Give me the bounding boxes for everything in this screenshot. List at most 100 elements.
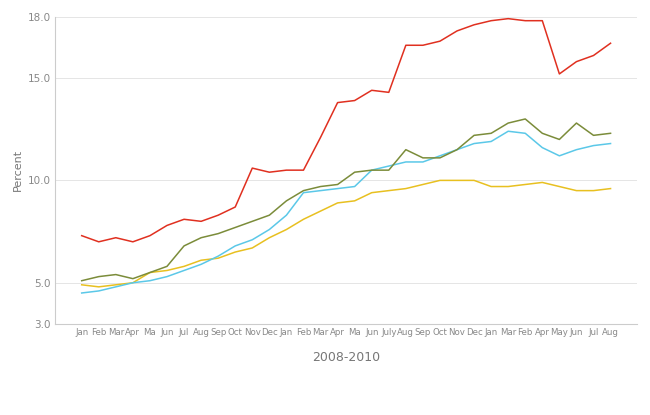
US bbox=[402, 186, 410, 191]
Florida bbox=[129, 280, 136, 285]
Flagler bbox=[488, 18, 495, 23]
US bbox=[573, 188, 580, 193]
US bbox=[538, 180, 546, 185]
Flagler bbox=[402, 43, 410, 48]
US bbox=[385, 188, 393, 193]
Flagler bbox=[453, 29, 461, 34]
Florida bbox=[300, 190, 307, 195]
Flagler bbox=[265, 170, 273, 175]
Florida bbox=[419, 159, 427, 164]
Florida bbox=[556, 153, 564, 158]
Volusia bbox=[385, 168, 393, 173]
Volusia bbox=[538, 131, 546, 136]
Flagler bbox=[317, 135, 324, 140]
US bbox=[419, 182, 427, 187]
US bbox=[146, 270, 154, 275]
Volusia bbox=[470, 133, 478, 138]
US bbox=[453, 178, 461, 183]
Flagler bbox=[78, 233, 86, 238]
Flagler bbox=[351, 98, 359, 103]
Volusia bbox=[556, 137, 564, 142]
Line: US: US bbox=[82, 181, 610, 287]
Volusia bbox=[112, 272, 120, 277]
US bbox=[95, 284, 103, 289]
US bbox=[112, 282, 120, 287]
Flagler bbox=[590, 53, 597, 58]
Flagler bbox=[504, 16, 512, 21]
Flagler bbox=[368, 88, 376, 93]
Volusia bbox=[351, 170, 359, 175]
US bbox=[436, 178, 444, 183]
US bbox=[556, 184, 564, 189]
US bbox=[590, 188, 597, 193]
Florida bbox=[606, 141, 614, 146]
US bbox=[180, 264, 188, 269]
Flagler bbox=[521, 18, 529, 23]
Florida bbox=[333, 186, 341, 191]
Volusia bbox=[163, 264, 171, 269]
Florida bbox=[470, 141, 478, 146]
Volusia bbox=[146, 270, 154, 275]
US bbox=[265, 235, 273, 240]
Volusia bbox=[129, 276, 136, 281]
Volusia bbox=[197, 235, 205, 240]
Florida bbox=[283, 213, 291, 218]
Volusia bbox=[300, 188, 307, 193]
Florida bbox=[385, 164, 393, 168]
Volusia bbox=[317, 184, 324, 189]
US bbox=[283, 227, 291, 232]
Flagler bbox=[556, 71, 564, 76]
Volusia bbox=[333, 182, 341, 187]
Flagler bbox=[538, 18, 546, 23]
Florida bbox=[231, 244, 239, 249]
Flagler bbox=[385, 90, 393, 95]
X-axis label: 2008-2010: 2008-2010 bbox=[312, 351, 380, 364]
Flagler bbox=[180, 217, 188, 222]
Florida bbox=[248, 237, 256, 242]
Flagler bbox=[112, 235, 120, 240]
Volusia bbox=[95, 274, 103, 279]
Flagler bbox=[573, 59, 580, 64]
Flagler bbox=[436, 39, 444, 44]
US bbox=[163, 268, 171, 273]
Florida bbox=[197, 262, 205, 267]
US bbox=[606, 186, 614, 191]
Volusia bbox=[419, 155, 427, 160]
Florida bbox=[112, 284, 120, 289]
Flagler bbox=[129, 239, 136, 244]
Flagler bbox=[606, 41, 614, 46]
US bbox=[488, 184, 495, 189]
US bbox=[504, 184, 512, 189]
Florida bbox=[453, 147, 461, 152]
US bbox=[470, 178, 478, 183]
Florida bbox=[78, 290, 86, 295]
Flagler bbox=[214, 213, 222, 218]
Florida bbox=[180, 268, 188, 273]
Flagler bbox=[231, 205, 239, 210]
Florida bbox=[95, 288, 103, 293]
US bbox=[333, 200, 341, 205]
Flagler bbox=[248, 166, 256, 171]
Florida bbox=[402, 159, 410, 164]
Florida bbox=[573, 147, 580, 152]
Volusia bbox=[368, 168, 376, 173]
Florida bbox=[368, 168, 376, 173]
Volusia bbox=[573, 121, 580, 126]
US bbox=[521, 182, 529, 187]
Line: Flagler: Flagler bbox=[82, 19, 610, 242]
Flagler bbox=[197, 219, 205, 224]
Florida bbox=[488, 139, 495, 144]
Line: Volusia: Volusia bbox=[82, 119, 610, 281]
Flagler bbox=[470, 22, 478, 27]
US bbox=[351, 198, 359, 203]
Florida bbox=[504, 129, 512, 134]
Florida bbox=[351, 184, 359, 189]
Volusia bbox=[248, 219, 256, 224]
Line: Florida: Florida bbox=[82, 131, 610, 293]
Flagler bbox=[163, 223, 171, 228]
US bbox=[300, 217, 307, 222]
Flagler bbox=[146, 233, 154, 238]
Florida bbox=[590, 143, 597, 148]
Volusia bbox=[590, 133, 597, 138]
Florida bbox=[163, 274, 171, 279]
